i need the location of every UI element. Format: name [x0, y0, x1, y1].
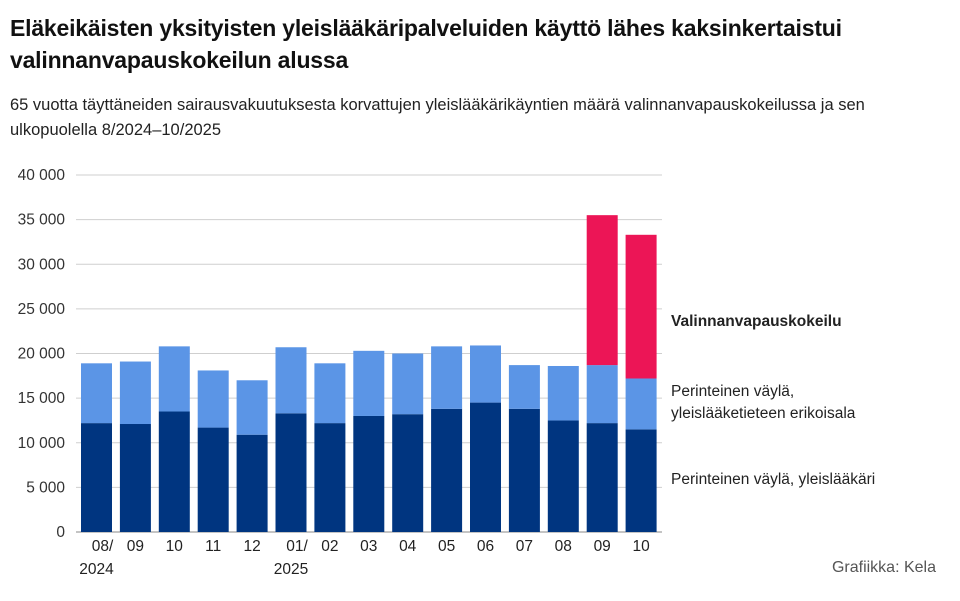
bar-segment-2 [392, 353, 424, 415]
legend-label: yleislääketieteen erikoisala [671, 405, 856, 422]
bar-segment-1 [470, 402, 501, 532]
bar-segment-1 [431, 408, 463, 532]
chart-subtitle: 65 vuotta täyttäneiden sairausvakuutukse… [10, 96, 865, 139]
bar-segment-3 [586, 215, 618, 366]
x-tick-label: 06 [477, 538, 494, 555]
bar-segment-2 [353, 350, 385, 416]
x-tick-label: 09 [594, 538, 611, 555]
bar-segment-3 [625, 234, 657, 379]
y-tick-label: 10 000 [18, 435, 66, 452]
bar-segment-1 [197, 427, 229, 532]
bar-segment-1 [508, 408, 540, 532]
bar-segment-2 [119, 361, 151, 425]
x-tick-label: 09 [127, 538, 144, 555]
x-axis-ticks: 08/2024 09 10 11 12 01/2025 02 03 04 05 06 07 08 09 10 [79, 538, 650, 578]
bar-segment-2 [625, 378, 657, 430]
y-tick-label: 0 [56, 524, 65, 541]
y-tick-label: 30 000 [18, 256, 66, 273]
x-tick-label: 01/ [286, 538, 308, 555]
bar-segment-2 [431, 346, 463, 409]
x-tick-label: 10 [632, 538, 650, 555]
bar-segment-2 [158, 346, 190, 412]
x-tick-label: 12 [243, 538, 260, 555]
bar-segment-1 [236, 434, 268, 532]
legend-label: Perinteinen väylä, [671, 383, 794, 400]
bar-segment-2 [547, 365, 579, 421]
x-tick-label: 08/ [92, 538, 114, 555]
bar-segment-1 [119, 424, 151, 532]
y-tick-label: 25 000 [18, 301, 66, 318]
bars [81, 215, 657, 532]
y-tick-label: 20 000 [18, 346, 66, 363]
y-tick-label: 35 000 [18, 212, 66, 229]
bar-segment-2 [586, 365, 618, 424]
bar-segment-1 [275, 413, 307, 532]
legend-label: Perinteinen väylä, yleislääkäri [671, 471, 875, 488]
x-tick-label: 07 [516, 538, 533, 555]
x-tick-label: 10 [166, 538, 184, 555]
y-tick-label: 5 000 [26, 479, 65, 496]
bar-segment-2 [470, 345, 501, 403]
x-tick-label: 2025 [274, 561, 308, 578]
bar-segment-2 [81, 363, 112, 424]
chart-title: Eläkeikäisten yksityisten yleislääkäripa… [10, 15, 842, 73]
legend-label: Valinnanvapauskokeilu [671, 313, 842, 330]
bar-segment-1 [314, 423, 346, 532]
x-tick-label: 08 [555, 538, 572, 555]
bar-segment-1 [625, 429, 657, 532]
x-tick-label: 11 [205, 538, 221, 555]
bar-segment-2 [508, 365, 540, 409]
y-tick-label: 15 000 [18, 390, 66, 407]
bar-segment-1 [158, 411, 190, 532]
bar-segment-1 [353, 415, 385, 532]
bar-segment-2 [314, 363, 346, 424]
legend: Perinteinen väylä, yleislääkäri Perintein… [671, 313, 875, 488]
bar-segment-2 [275, 347, 307, 414]
bar-segment-2 [197, 370, 229, 428]
x-tick-label: 2024 [79, 561, 114, 578]
x-tick-label: 03 [360, 538, 377, 555]
y-tick-label: 40 000 [18, 167, 66, 184]
bar-segment-1 [392, 414, 424, 532]
credit-text: Grafiikka: Kela [831, 559, 936, 576]
x-tick-label: 02 [321, 538, 338, 555]
y-axis-ticks: 0 5 000 10 000 15 000 20 000 25 000 30 000 35 0… [18, 167, 66, 541]
bar-segment-1 [586, 423, 618, 532]
x-tick-label: 04 [399, 538, 417, 555]
bar-segment-1 [81, 423, 112, 532]
bar-segment-2 [236, 380, 268, 435]
bar-segment-1 [547, 420, 579, 532]
x-tick-label: 05 [438, 538, 455, 555]
